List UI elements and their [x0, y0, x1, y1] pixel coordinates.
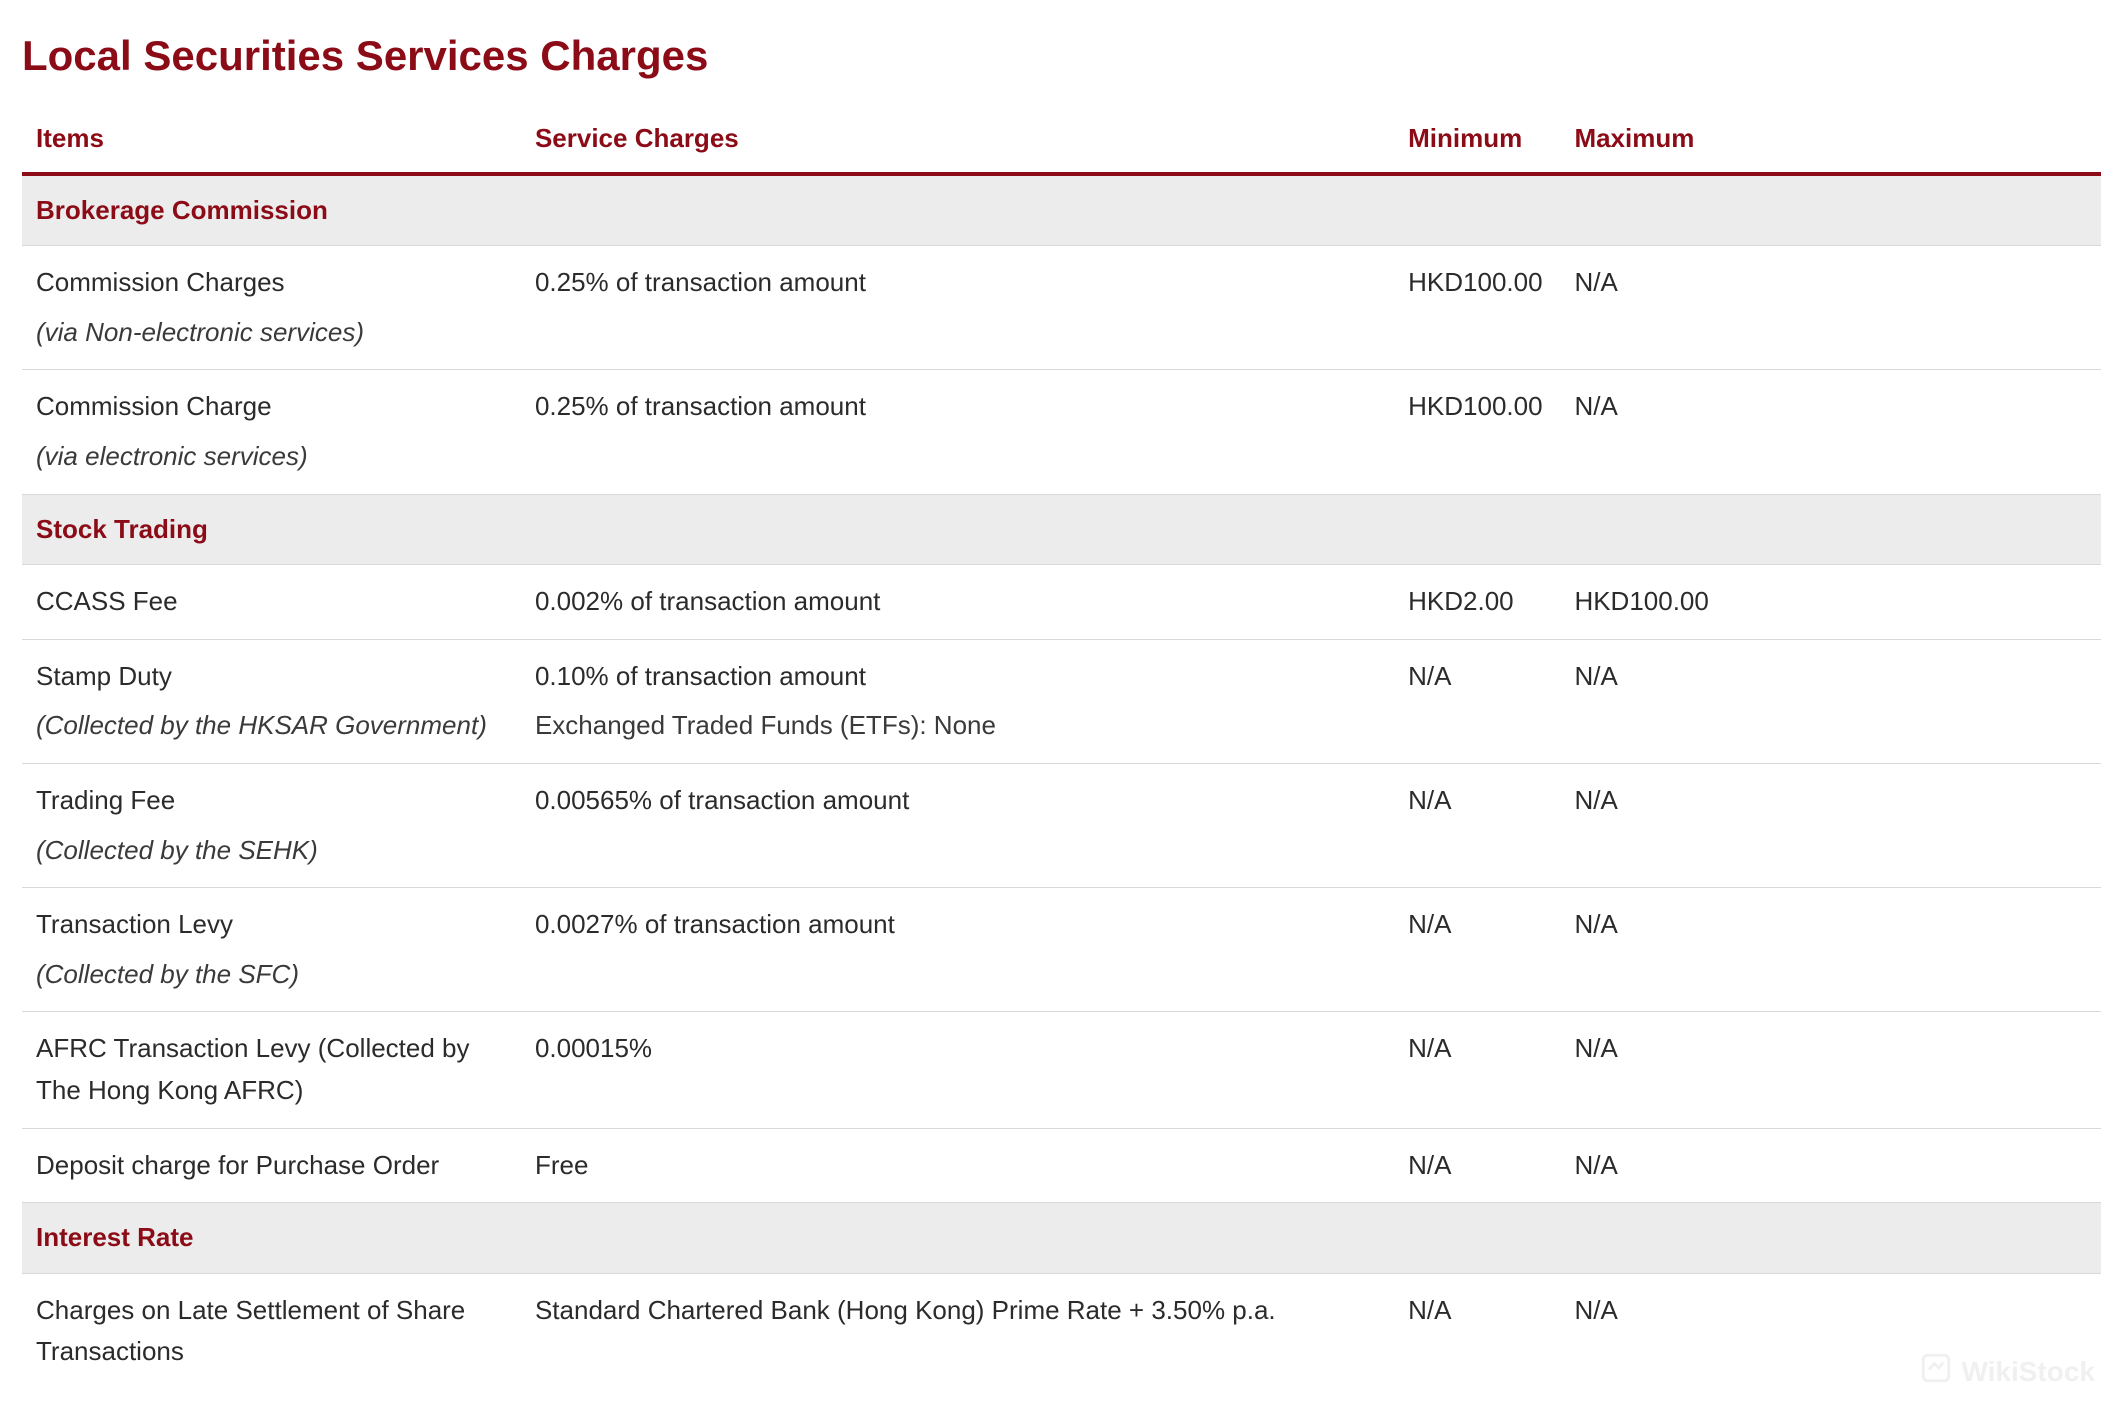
cell-minimum: N/A: [1394, 1273, 1560, 1389]
col-items: Items: [22, 108, 521, 174]
section-row: Brokerage Commission: [22, 174, 2101, 246]
item-text: Commission Charge: [36, 386, 507, 428]
cell-maximum: N/A: [1560, 370, 2101, 494]
table-row: AFRC Transaction Levy (Collected by The …: [22, 1012, 2101, 1128]
cell-item: Deposit charge for Purchase Order: [22, 1128, 521, 1203]
cell-item: Transaction Levy (Collected by the SFC): [22, 888, 521, 1012]
section-row: Interest Rate: [22, 1203, 2101, 1274]
col-maximum: Maximum: [1560, 108, 2101, 174]
service-note: Exchanged Traded Funds (ETFs): None: [535, 705, 1380, 747]
service-text: 0.25% of transaction amount: [535, 386, 1380, 428]
table-row: Deposit charge for Purchase Order Free N/A…: [22, 1128, 2101, 1203]
col-service: Service Charges: [521, 108, 1394, 174]
table-row: Charges on Late Settlement of Share Tran…: [22, 1273, 2101, 1389]
table-row: Trading Fee (Collected by the SEHK) 0.0056…: [22, 763, 2101, 887]
service-text: 0.00015%: [535, 1028, 1380, 1070]
service-text: Free: [535, 1145, 1380, 1187]
cell-minimum: N/A: [1394, 639, 1560, 763]
table-row: Commission Charge (via electronic service…: [22, 370, 2101, 494]
item-text: AFRC Transaction Levy (Collected by The …: [36, 1028, 507, 1111]
cell-maximum: HKD100.00: [1560, 565, 2101, 640]
service-text: 0.10% of transaction amount: [535, 656, 1380, 698]
cell-minimum: N/A: [1394, 763, 1560, 887]
cell-maximum: N/A: [1560, 1273, 2101, 1389]
cell-minimum: HKD2.00: [1394, 565, 1560, 640]
cell-service: Standard Chartered Bank (Hong Kong) Prim…: [521, 1273, 1394, 1389]
item-note: (Collected by the HKSAR Government): [36, 705, 507, 747]
cell-service: 0.10% of transaction amount Exchanged Tra…: [521, 639, 1394, 763]
cell-maximum: N/A: [1560, 1012, 2101, 1128]
item-text: CCASS Fee: [36, 581, 507, 623]
table-body: Brokerage Commission Commission Charges (v…: [22, 174, 2101, 1389]
cell-minimum: HKD100.00: [1394, 246, 1560, 370]
cell-item: Stamp Duty (Collected by the HKSAR Govern…: [22, 639, 521, 763]
section-title: Brokerage Commission: [22, 174, 2101, 246]
table-row: Commission Charges (via Non-electronic se…: [22, 246, 2101, 370]
cell-service: 0.25% of transaction amount: [521, 370, 1394, 494]
item-text: Deposit charge for Purchase Order: [36, 1145, 507, 1187]
item-note: (Collected by the SFC): [36, 954, 507, 996]
item-text: Trading Fee: [36, 780, 507, 822]
service-text: 0.00565% of transaction amount: [535, 780, 1380, 822]
cell-minimum: N/A: [1394, 1012, 1560, 1128]
cell-item: CCASS Fee: [22, 565, 521, 640]
table-header-row: Items Service Charges Minimum Maximum: [22, 108, 2101, 174]
col-minimum: Minimum: [1394, 108, 1560, 174]
cell-item: AFRC Transaction Levy (Collected by The …: [22, 1012, 521, 1128]
section-row: Stock Trading: [22, 494, 2101, 565]
cell-service: 0.25% of transaction amount: [521, 246, 1394, 370]
cell-maximum: N/A: [1560, 888, 2101, 1012]
table-row: Transaction Levy (Collected by the SFC) 0.…: [22, 888, 2101, 1012]
table-row: Stamp Duty (Collected by the HKSAR Govern…: [22, 639, 2101, 763]
item-text: Transaction Levy: [36, 904, 507, 946]
cell-minimum: HKD100.00: [1394, 370, 1560, 494]
cell-maximum: N/A: [1560, 1128, 2101, 1203]
cell-service: 0.00565% of transaction amount: [521, 763, 1394, 887]
cell-item: Commission Charges (via Non-electronic se…: [22, 246, 521, 370]
item-note: (Collected by the SEHK): [36, 830, 507, 872]
charges-table: Items Service Charges Minimum Maximum Br…: [22, 108, 2101, 1389]
cell-item: Charges on Late Settlement of Share Tran…: [22, 1273, 521, 1389]
item-note: (via Non-electronic services): [36, 312, 507, 354]
cell-minimum: N/A: [1394, 888, 1560, 1012]
service-text: Standard Chartered Bank (Hong Kong) Prim…: [535, 1290, 1380, 1332]
service-text: 0.0027% of transaction amount: [535, 904, 1380, 946]
item-text: Commission Charges: [36, 262, 507, 304]
page-title: Local Securities Services Charges: [22, 32, 2101, 80]
item-text: Charges on Late Settlement of Share Tran…: [36, 1290, 507, 1373]
cell-maximum: N/A: [1560, 639, 2101, 763]
section-title: Stock Trading: [22, 494, 2101, 565]
cell-service: 0.0027% of transaction amount: [521, 888, 1394, 1012]
cell-minimum: N/A: [1394, 1128, 1560, 1203]
cell-maximum: N/A: [1560, 763, 2101, 887]
cell-item: Trading Fee (Collected by the SEHK): [22, 763, 521, 887]
cell-service: Free: [521, 1128, 1394, 1203]
service-text: 0.25% of transaction amount: [535, 262, 1380, 304]
item-note: (via electronic services): [36, 436, 507, 478]
service-text: 0.002% of transaction amount: [535, 581, 1380, 623]
cell-service: 0.00015%: [521, 1012, 1394, 1128]
section-title: Interest Rate: [22, 1203, 2101, 1274]
cell-service: 0.002% of transaction amount: [521, 565, 1394, 640]
cell-item: Commission Charge (via electronic service…: [22, 370, 521, 494]
cell-maximum: N/A: [1560, 246, 2101, 370]
table-row: CCASS Fee 0.002% of transaction amount HKD…: [22, 565, 2101, 640]
item-text: Stamp Duty: [36, 656, 507, 698]
